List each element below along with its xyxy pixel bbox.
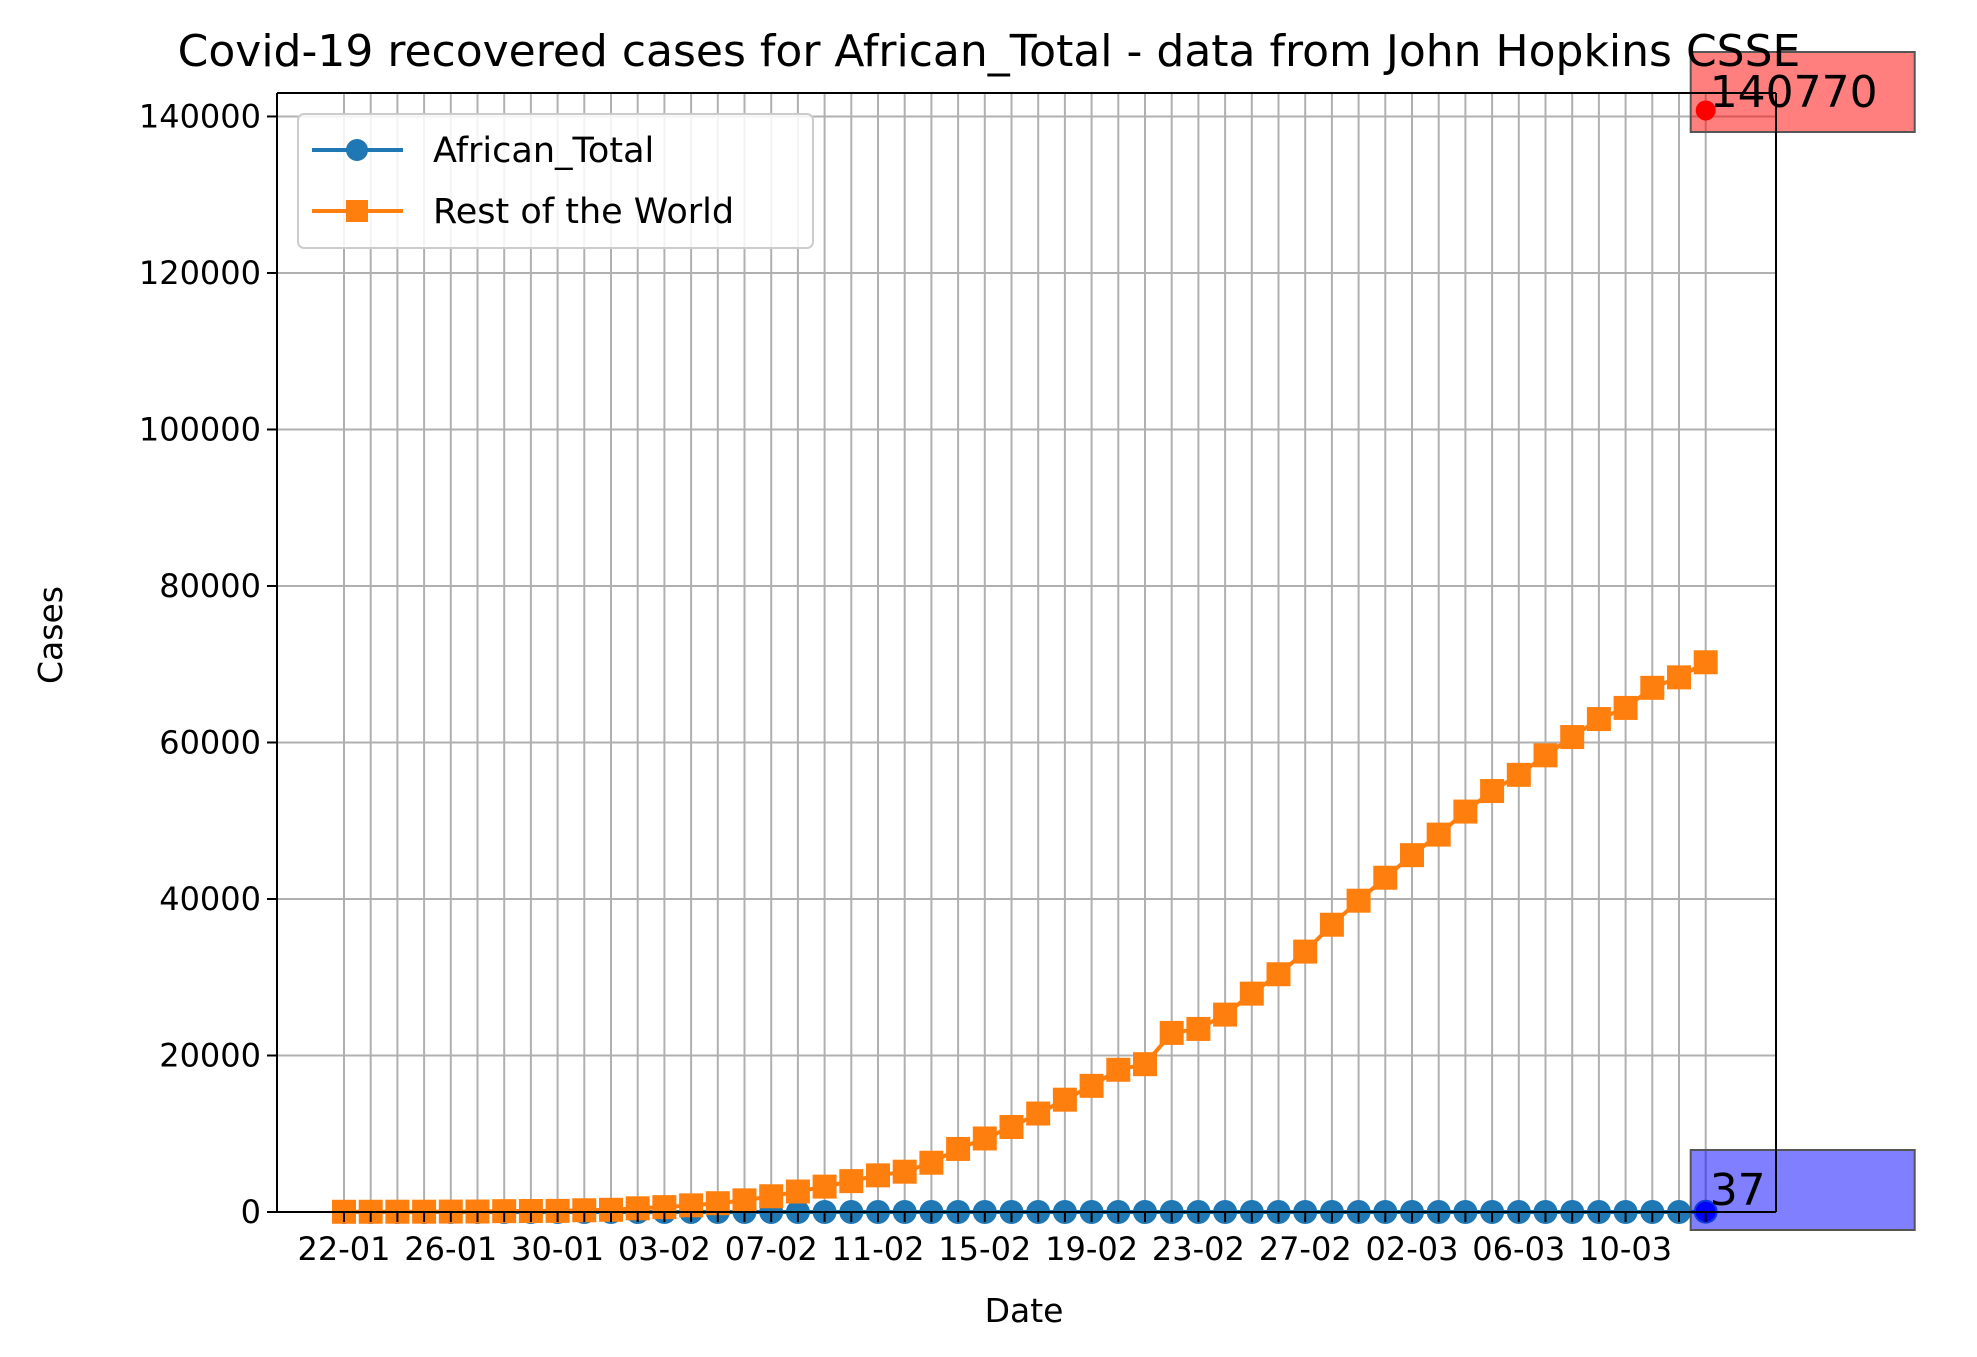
x-tick-label: 19-02 [1045, 1230, 1138, 1268]
data-point-1 [1667, 665, 1691, 690]
data-point-1 [1079, 1073, 1104, 1098]
data-point-1 [972, 1126, 997, 1151]
x-tick-label: 03-02 [618, 1230, 711, 1268]
data-point-1 [812, 1174, 837, 1199]
y-tick-label: 60000 [159, 723, 261, 761]
ticks: 0 20000 40000 60000 80000 100000 120000 140000 2… [139, 97, 1707, 1268]
axes [276, 92, 1777, 1213]
legend: African_Total Rest of the World [297, 113, 814, 249]
data-point-1 [1159, 1020, 1184, 1045]
data-point-1 [1586, 707, 1611, 732]
data-point-1 [1319, 912, 1344, 937]
y-tick-label: 120000 [139, 254, 261, 292]
data-point-1 [1560, 725, 1585, 750]
chart-title: Covid-19 recovered cases for African_Tot… [178, 26, 1801, 77]
data-point-1 [1506, 762, 1531, 787]
y-tick-label: 80000 [159, 567, 261, 605]
legend-label-rest-of-world: Rest of the World [433, 192, 734, 232]
data-point-1 [1426, 822, 1451, 847]
x-tick-label: 30-01 [511, 1230, 604, 1268]
data-point-1 [1133, 1052, 1157, 1077]
data-point-1 [759, 1184, 784, 1209]
annotation-point [1695, 100, 1716, 121]
y-tick-label: 0 [241, 1193, 261, 1231]
data-point-1 [1533, 743, 1558, 768]
data-point-1 [892, 1159, 917, 1184]
annotation-label: 37 [1710, 1165, 1766, 1216]
data-point-1 [1613, 695, 1638, 720]
legend-label-african-total: African_Total [433, 131, 654, 171]
annotation-box [1689, 1149, 1916, 1231]
x-tick-label: 07-02 [725, 1230, 818, 1268]
x-tick-label: 11-02 [832, 1230, 925, 1268]
data-point-1 [1213, 1002, 1238, 1027]
legend-marker-african-total [346, 139, 368, 161]
data-point-1 [1239, 981, 1264, 1006]
data-point-1 [785, 1179, 810, 1204]
grid [277, 93, 1776, 1213]
x-tick-label: 06-03 [1472, 1230, 1565, 1268]
x-axis-label: Date [985, 1291, 1064, 1330]
data-point-1 [999, 1114, 1024, 1139]
data-point-1 [1186, 1016, 1211, 1041]
data-point-1 [1346, 888, 1371, 913]
data-point-1 [1640, 675, 1665, 700]
x-tick-label: 22-01 [298, 1230, 391, 1268]
legend-marker-rest-of-world [346, 200, 368, 222]
x-tick-label: 27-02 [1259, 1230, 1352, 1268]
y-tick-label: 140000 [139, 97, 261, 135]
data-point-1 [1026, 1101, 1051, 1126]
series-line-1 [343, 660, 1707, 1214]
data-point-1 [839, 1169, 864, 1194]
data-point-1 [1106, 1057, 1131, 1082]
data-point-1 [1293, 939, 1318, 964]
y-tick-label: 20000 [159, 1036, 261, 1074]
data-point-1 [1266, 962, 1291, 987]
data-point-1 [732, 1188, 757, 1213]
x-tick-label: 02-03 [1366, 1230, 1459, 1268]
x-tick-label: 10-03 [1579, 1230, 1672, 1268]
data-point-1 [1480, 779, 1505, 804]
data-point-1 [1400, 843, 1424, 868]
x-tick-label: 23-02 [1152, 1230, 1245, 1268]
data-point-1 [1052, 1087, 1077, 1112]
y-tick-label: 40000 [159, 880, 261, 918]
data-point-1 [1373, 865, 1398, 890]
y-axis-label: Cases [31, 586, 70, 684]
x-tick-label: 15-02 [938, 1230, 1031, 1268]
data-point-1 [919, 1150, 944, 1175]
legend-box [297, 113, 814, 249]
x-tick-label: 26-01 [404, 1230, 497, 1268]
data-point-1 [946, 1136, 971, 1161]
data-point-1 [866, 1163, 890, 1188]
data-point-1 [1453, 799, 1478, 824]
y-tick-label: 100000 [139, 410, 261, 448]
data-point-1 [1693, 650, 1718, 675]
